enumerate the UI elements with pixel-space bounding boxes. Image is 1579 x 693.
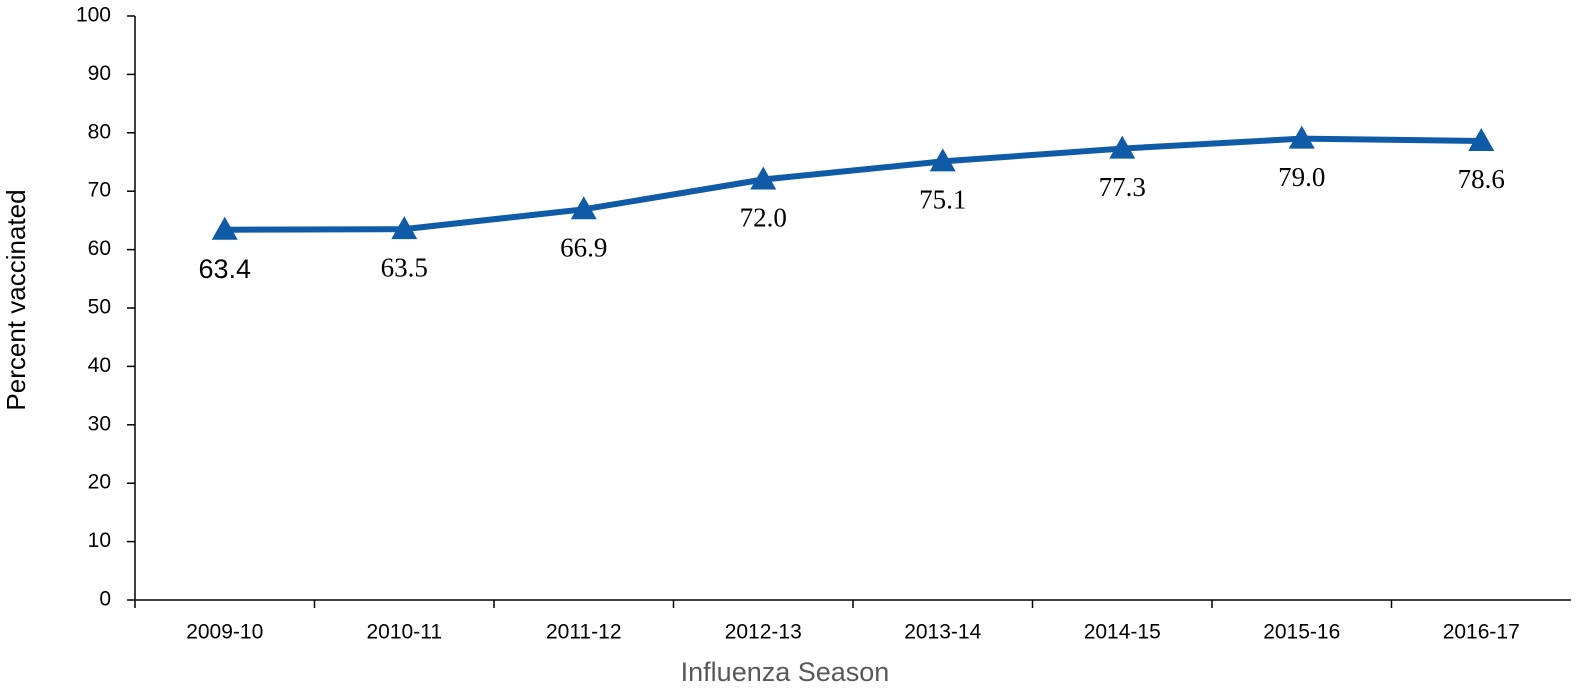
data-label: 72.0 [740, 203, 787, 233]
marker [750, 166, 777, 190]
x-tick-label: 2012-13 [725, 621, 802, 644]
data-label: 77.3 [1099, 172, 1146, 202]
x-tick-label: 2009-10 [186, 621, 263, 644]
y-tick-label: 60 [88, 237, 111, 260]
y-tick-label: 100 [76, 4, 111, 27]
y-tick-label: 50 [88, 296, 111, 319]
data-label: 63.5 [381, 252, 428, 282]
y-tick-label: 10 [88, 529, 111, 552]
x-tick-label: 2016-17 [1443, 621, 1520, 644]
x-tick-label: 2013-14 [904, 621, 981, 644]
y-tick-label: 80 [88, 120, 111, 143]
data-label: 75.1 [919, 185, 966, 215]
x-tick-label: 2011-12 [546, 621, 622, 644]
marker [211, 216, 238, 240]
y-axis-label: Percent vaccinated [1, 189, 31, 410]
y-tick-label: 20 [88, 471, 111, 494]
marker [1288, 125, 1315, 149]
y-tick-label: 40 [88, 354, 111, 377]
marker [391, 216, 418, 240]
marker [570, 196, 597, 220]
x-tick-label: 2014-15 [1084, 621, 1161, 644]
marker [929, 148, 956, 172]
x-tick-label: 2015-16 [1263, 621, 1340, 644]
x-tick-label: 2010-11 [366, 621, 442, 644]
data-label: 63.4 [198, 254, 251, 284]
data-label: 78.6 [1458, 164, 1505, 194]
y-tick-label: 30 [88, 412, 111, 435]
marker [1109, 135, 1136, 159]
line [224, 135, 1482, 233]
x-axis-label: Influenza Season [681, 657, 890, 687]
data-label: 79.0 [1278, 162, 1325, 192]
y-tick-label: 0 [99, 588, 111, 611]
y-tick-label: 90 [88, 62, 111, 85]
marker [1468, 127, 1495, 151]
data-label: 66.9 [560, 233, 607, 263]
y-tick-label: 70 [88, 179, 111, 202]
